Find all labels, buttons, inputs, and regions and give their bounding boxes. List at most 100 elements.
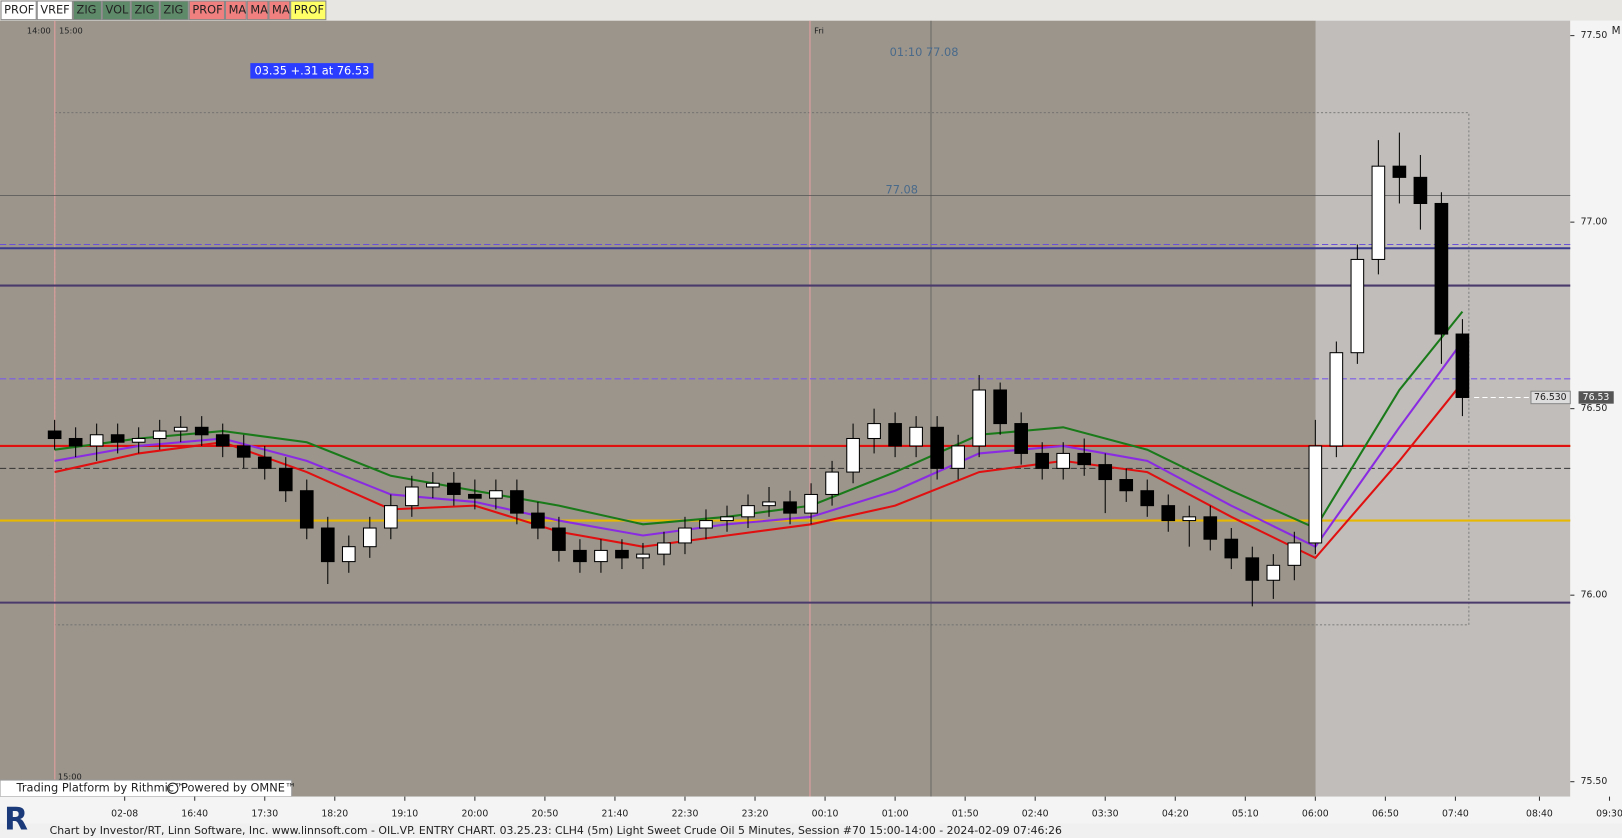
x-tick-label: 17:30: [251, 809, 278, 820]
ma-line: [54, 381, 1464, 560]
x-tick-label: 04:20: [1162, 809, 1189, 820]
session-label: 15:00: [58, 771, 82, 781]
x-tick-label: 18:20: [321, 809, 348, 820]
candle-body: [1266, 564, 1281, 581]
x-tick-label: 09:30: [1596, 809, 1622, 820]
toolbar-label[interactable]: PROF: [192, 2, 222, 16]
toolbar-button[interactable]: [246, 0, 269, 21]
toolbar-label[interactable]: PROF: [4, 2, 34, 16]
toolbar-button[interactable]: [290, 0, 327, 21]
candle-body: [1056, 452, 1071, 469]
candle-body: [1245, 557, 1260, 581]
candle-body: [1140, 490, 1155, 507]
x-tick-label: 16:40: [181, 809, 208, 820]
omne-icon: [167, 782, 179, 795]
candle-body: [1455, 333, 1470, 398]
candle-body: [278, 467, 293, 492]
candle-body: [930, 426, 944, 469]
toolbar-button[interactable]: [101, 0, 131, 21]
toolbar-label[interactable]: VREF: [40, 2, 69, 16]
candle-body: [867, 423, 881, 440]
candle-body: [362, 527, 377, 548]
candle-body: [1392, 165, 1407, 178]
candle-body: [468, 493, 482, 499]
candle-body: [1077, 452, 1092, 466]
candle-body: [699, 520, 713, 529]
toolbar-button[interactable]: [159, 0, 189, 21]
candle-body: [1329, 352, 1344, 447]
candle-body: [89, 434, 104, 447]
candle-body: [972, 389, 986, 447]
toolbar-label[interactable]: MA: [229, 2, 247, 16]
candle-body: [531, 512, 545, 529]
toolbar-label[interactable]: PROF: [294, 2, 324, 16]
toolbar-bg: [0, 0, 1622, 21]
toolbar-label[interactable]: ZIG: [134, 2, 154, 16]
toolbar-button[interactable]: [268, 0, 291, 21]
candle-body: [1119, 479, 1134, 492]
candle-body: [47, 430, 62, 440]
x-tick-label: 05:10: [1232, 809, 1259, 820]
x-tick-label: 19:10: [391, 809, 418, 820]
toolbar-button[interactable]: [188, 0, 225, 21]
corner-label[interactable]: M: [1612, 25, 1621, 37]
candle-body: [1413, 176, 1428, 204]
candle-body: [720, 516, 734, 522]
x-tick-label: 20:00: [461, 809, 488, 820]
session-label: 14:00: [27, 26, 51, 36]
candle-body: [320, 527, 335, 563]
toolbar-button[interactable]: [36, 0, 73, 21]
candle-body: [783, 501, 797, 514]
y-tick-label: 77.00: [1581, 217, 1608, 228]
candle-body: [804, 493, 818, 514]
toolbar-label[interactable]: ZIG: [163, 2, 183, 16]
last-price-box: [1578, 391, 1614, 404]
y-axis-bg: [1570, 20, 1622, 797]
x-tick-label: 03:30: [1092, 809, 1119, 820]
toolbar-button[interactable]: [72, 0, 102, 21]
candle-body: [489, 490, 503, 499]
x-tick-label: 21:40: [602, 809, 629, 820]
candle-body: [68, 437, 83, 447]
x-tick-label: 07:40: [1442, 809, 1469, 820]
logo: R: [4, 801, 28, 837]
candle-body: [951, 445, 965, 469]
candle-body: [1203, 516, 1218, 540]
candle-body: [1161, 505, 1176, 522]
candle-body: [383, 505, 398, 529]
toolbar-label[interactable]: VOL: [106, 2, 130, 16]
candle-body: [1014, 423, 1028, 454]
footer: Chart by Investor/RT, Linn Software, Inc…: [50, 824, 1062, 837]
x-tick-label: 06:00: [1302, 809, 1329, 820]
toolbar-label[interactable]: MA: [272, 2, 290, 16]
candle-body: [426, 482, 440, 488]
candle-body: [1434, 202, 1449, 335]
toolbar-label[interactable]: ZIG: [77, 2, 97, 16]
candle-body: [825, 471, 839, 495]
candle-body: [1098, 464, 1113, 481]
ma-line: [54, 340, 1464, 548]
platform-label: Trading Platform by Rithmic™: [16, 780, 186, 794]
toolbar-button[interactable]: [130, 0, 160, 21]
toolbar-button[interactable]: [224, 0, 247, 21]
candle-body: [552, 527, 566, 551]
toolbar-label[interactable]: MA: [250, 2, 268, 16]
last-price-label: 76.53: [1583, 392, 1610, 403]
cursor-box: [1530, 390, 1571, 405]
session-label: 15:00: [59, 26, 83, 36]
candle-body: [1182, 516, 1197, 522]
x-tick-label: 01:50: [952, 809, 979, 820]
candle-body: [110, 434, 125, 443]
candle-body: [741, 505, 755, 518]
y-tick-label: 76.50: [1581, 403, 1608, 414]
session-bg: [1315, 20, 1571, 797]
crosshair-label: 01:10 77.08: [890, 45, 959, 59]
candle-body: [447, 482, 461, 495]
x-tick-label: 02:40: [1022, 809, 1049, 820]
candle-body: [510, 490, 524, 514]
candle-body: [215, 434, 230, 447]
candle-body: [573, 549, 587, 563]
toolbar-button[interactable]: [0, 0, 37, 21]
candle-body: [762, 501, 776, 507]
